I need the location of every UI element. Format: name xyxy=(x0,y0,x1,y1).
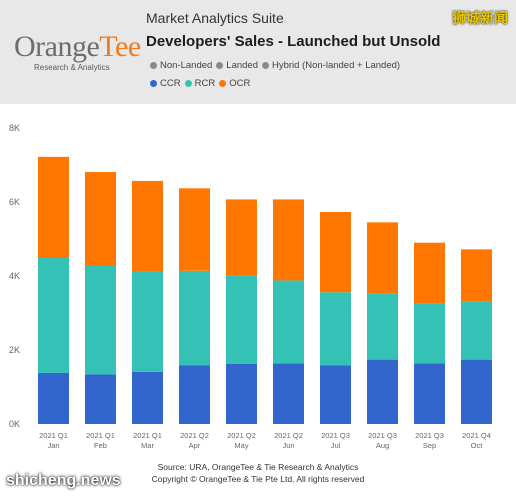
bar-segment-ccr[interactable] xyxy=(84,374,117,424)
y-tick-label: 0K xyxy=(9,419,20,429)
bar-segment-ocr[interactable] xyxy=(460,249,493,302)
legend-item[interactable]: Landed xyxy=(216,60,258,71)
legend-label: RCR xyxy=(194,78,216,89)
legend-label: CCR xyxy=(160,78,181,89)
bar-segment-rcr[interactable] xyxy=(413,303,446,364)
suite-title: Market Analytics Suite xyxy=(146,10,284,26)
legend-dot-icon xyxy=(150,80,157,87)
legend-item[interactable]: OCR xyxy=(219,78,250,89)
bar-segment-ocr[interactable] xyxy=(366,222,399,294)
x-tick-label: Mar xyxy=(141,441,154,450)
legend-item[interactable]: Non-Landed xyxy=(150,60,212,71)
bar-segment-rcr[interactable] xyxy=(225,275,258,364)
bar-segment-rcr[interactable] xyxy=(37,257,70,373)
source-line: Source: URA, OrangeTee & Tie Research & … xyxy=(157,462,359,472)
x-tick-label: 2021 Q3 xyxy=(415,431,444,440)
x-tick-label: 2021 Q2 xyxy=(274,431,303,440)
logo-subtitle: Research & Analytics xyxy=(34,63,110,72)
bar-segment-ocr[interactable] xyxy=(84,172,117,267)
legend-label: Hybrid (Non-landed + Landed) xyxy=(272,60,401,71)
x-tick-label: 2021 Q1 xyxy=(86,431,115,440)
x-tick-label: 2021 Q3 xyxy=(368,431,397,440)
y-tick-label: 8K xyxy=(9,123,20,133)
bar-segment-ccr[interactable] xyxy=(225,363,258,424)
bar-segment-rcr[interactable] xyxy=(178,270,211,366)
x-tick-label: 2021 Q4 xyxy=(462,431,491,440)
x-tick-label: 2021 Q3 xyxy=(321,431,350,440)
bar-segment-rcr[interactable] xyxy=(84,266,117,375)
bar-segment-ccr[interactable] xyxy=(37,372,70,424)
bar-segment-ocr[interactable] xyxy=(178,188,211,271)
x-tick-label: 2021 Q2 xyxy=(227,431,256,440)
x-tick-label: 2021 Q1 xyxy=(133,431,162,440)
x-tick-label: 2021 Q2 xyxy=(180,431,209,440)
legend-row-type: Non-Landed Landed Hybrid (Non-landed + Lan… xyxy=(150,60,404,72)
bar-segment-ccr[interactable] xyxy=(319,365,352,424)
orangetee-logo: OrangeTee xyxy=(14,30,141,63)
y-tick-label: 2K xyxy=(9,345,20,355)
bar-segment-ccr[interactable] xyxy=(413,363,446,424)
legend-item[interactable]: CCR xyxy=(150,78,181,89)
x-tick-label: May xyxy=(234,441,248,450)
bar-segment-rcr[interactable] xyxy=(272,280,305,364)
x-tick-label: 2021 Q1 xyxy=(39,431,68,440)
legend-item[interactable]: Hybrid (Non-landed + Landed) xyxy=(262,60,400,71)
copyright-line: Copyright © OrangeTee & Tie Pte Ltd. All… xyxy=(151,474,365,484)
bar-segment-ccr[interactable] xyxy=(131,371,164,424)
bar-segment-ocr[interactable] xyxy=(272,199,305,281)
watermark-bottom: shicheng.news xyxy=(6,472,121,489)
bar-segment-ocr[interactable] xyxy=(319,211,352,293)
legend-label: Non-Landed xyxy=(160,60,213,71)
bar-segment-rcr[interactable] xyxy=(460,301,493,360)
bar-segment-ocr[interactable] xyxy=(225,199,258,276)
bar-segment-ccr[interactable] xyxy=(366,359,399,424)
legend-label: OCR xyxy=(229,78,251,89)
legend-dot-icon xyxy=(184,80,192,87)
watermark-top: 狮城新闻 xyxy=(452,10,508,26)
legend-dot-icon xyxy=(150,62,157,69)
x-tick-label: Aug xyxy=(376,441,389,450)
y-tick-label: 6K xyxy=(9,197,20,207)
legend-row-region: CCR RCR OCR xyxy=(150,78,254,90)
bar-segment-ccr[interactable] xyxy=(178,365,211,424)
x-tick-label: Feb xyxy=(94,441,107,450)
bar-segment-ccr[interactable] xyxy=(272,363,305,424)
legend-dot-icon xyxy=(216,62,224,69)
bar-segment-ocr[interactable] xyxy=(131,180,164,272)
legend-label: Landed xyxy=(226,60,258,71)
bar-segment-ocr[interactable] xyxy=(413,242,446,304)
bar-segment-ccr[interactable] xyxy=(460,359,493,424)
bar-segment-ocr[interactable] xyxy=(37,156,70,258)
x-tick-label: Sep xyxy=(423,441,436,450)
y-tick-label: 4K xyxy=(9,271,20,281)
legend-dot-icon xyxy=(219,80,227,87)
bar-segment-rcr[interactable] xyxy=(319,292,352,366)
legend-dot-icon xyxy=(262,62,269,69)
chart-title: Developers' Sales - Launched but Unsold xyxy=(146,33,441,50)
x-tick-label: Oct xyxy=(471,441,484,450)
bar-segment-rcr[interactable] xyxy=(131,271,164,372)
x-tick-label: Apr xyxy=(189,441,201,450)
header: OrangeTee Research & Analytics Market An… xyxy=(0,0,516,104)
legend-item[interactable]: RCR xyxy=(184,78,216,89)
x-tick-label: Jul xyxy=(331,441,341,450)
x-tick-label: Jun xyxy=(282,441,294,450)
x-tick-label: Jan xyxy=(47,441,59,450)
bar-segment-rcr[interactable] xyxy=(366,293,399,360)
